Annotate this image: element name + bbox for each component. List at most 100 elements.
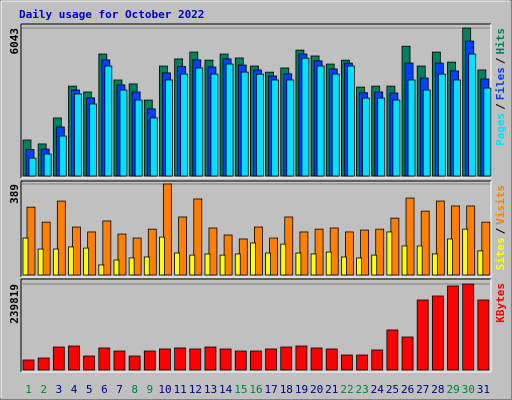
bar (98, 264, 105, 276)
x-tick-label: 16 (249, 383, 262, 396)
bar (416, 245, 423, 276)
bar (219, 254, 226, 276)
bar (132, 237, 142, 276)
bar (104, 65, 113, 177)
bar (189, 348, 202, 371)
bar (240, 71, 249, 177)
bar (431, 253, 438, 276)
x-tick-label: 22 (340, 383, 353, 396)
x-tick-label: 8 (131, 383, 138, 396)
chart-title: Daily usage for October 2022 (19, 8, 204, 21)
bar (68, 246, 74, 276)
bar (58, 135, 67, 177)
x-tick-label: 5 (86, 383, 93, 396)
bar (210, 73, 219, 177)
bar (371, 349, 384, 371)
bar (265, 348, 277, 371)
legend-entry: KBytes (494, 283, 507, 323)
bar (481, 221, 491, 276)
bar (52, 248, 59, 276)
bar (362, 97, 370, 177)
bar (83, 247, 90, 276)
bar (41, 221, 51, 276)
bar (356, 354, 368, 371)
bar (340, 354, 353, 371)
x-tick-label: 11 (174, 383, 187, 396)
bar (377, 97, 386, 177)
bar (163, 183, 172, 276)
bar (371, 254, 378, 276)
bar (431, 295, 444, 371)
bar (392, 99, 401, 177)
legend-entry: Sites (494, 237, 507, 270)
bar (340, 256, 347, 276)
bar (271, 79, 279, 177)
bar (405, 197, 415, 276)
bar (295, 252, 302, 276)
bar (159, 348, 171, 371)
bar (386, 231, 393, 276)
legend-separator: / (494, 103, 507, 110)
bar (420, 210, 430, 276)
x-tick-label: 29 (446, 383, 459, 396)
bar (422, 89, 431, 177)
bar (143, 350, 156, 371)
x-tick-label: 10 (158, 383, 171, 396)
bar (407, 79, 416, 177)
x-tick-label: 18 (280, 383, 293, 396)
y-tick-label: 389 (8, 184, 21, 204)
bar (462, 283, 475, 371)
bar (174, 252, 181, 276)
x-tick-label: 21 (325, 383, 338, 396)
bar (102, 220, 112, 276)
bar (360, 229, 369, 276)
bar (204, 253, 211, 276)
bar (159, 236, 165, 276)
bar (117, 233, 127, 276)
bar (134, 99, 143, 177)
bar (43, 153, 52, 177)
x-tick-label: 1 (25, 383, 32, 396)
bar (295, 345, 308, 371)
bar (401, 245, 408, 276)
x-tick-label: 2 (40, 383, 47, 396)
bar (52, 346, 65, 371)
bar (37, 248, 44, 276)
bar (147, 228, 157, 276)
x-tick-label: 23 (356, 383, 369, 396)
bar (128, 257, 135, 276)
bar (386, 329, 399, 371)
bar (462, 228, 469, 276)
legend-entry: Pages (494, 113, 507, 146)
bar (174, 347, 187, 371)
y-tick-label: 239819 (8, 284, 21, 324)
legend-entry: Hits (494, 28, 507, 55)
x-tick-label: 12 (189, 383, 202, 396)
bar (325, 251, 332, 276)
bar (401, 336, 414, 371)
bar (437, 73, 446, 177)
bar (219, 348, 232, 371)
legend-separator: / (494, 57, 507, 64)
x-tick-label: 15 (234, 383, 247, 396)
bar (178, 216, 188, 276)
x-tick-label: 31 (477, 383, 490, 396)
x-tick-label: 30 (462, 383, 475, 396)
bar (74, 93, 82, 177)
bar (193, 198, 203, 276)
bar (477, 299, 490, 371)
bar (314, 228, 324, 276)
legend-entry: Visits (494, 185, 507, 225)
bar (83, 355, 96, 371)
bar (204, 346, 217, 371)
bar (250, 242, 256, 276)
bar (234, 253, 241, 276)
bar (375, 228, 385, 276)
bar (22, 359, 35, 371)
bar (416, 299, 429, 371)
bar (483, 87, 492, 177)
bar (435, 200, 445, 276)
bar (453, 79, 461, 177)
